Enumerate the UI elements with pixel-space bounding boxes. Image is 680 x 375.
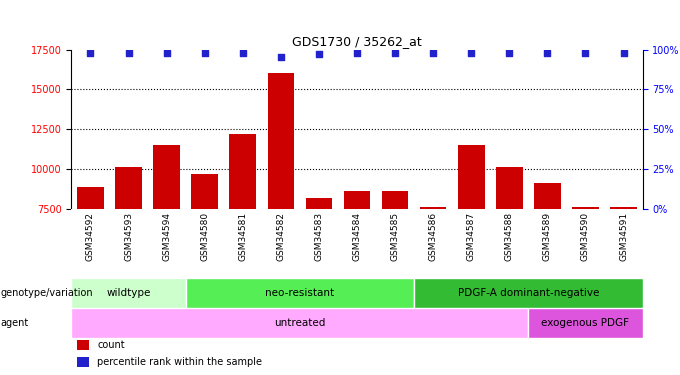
Bar (610, 207, 637, 328)
Bar (343, 191, 371, 328)
Text: GSM34581: GSM34581 (238, 212, 248, 261)
Bar (71, 278, 186, 308)
Bar (77, 357, 88, 367)
Point (275, 54, 286, 60)
Text: wildtype: wildtype (106, 288, 151, 298)
Bar (420, 207, 447, 328)
Point (428, 50, 439, 56)
Text: GSM34586: GSM34586 (428, 212, 438, 261)
Text: GSM34594: GSM34594 (162, 212, 171, 261)
Bar (414, 278, 643, 308)
Text: agent: agent (1, 318, 29, 328)
Text: GSM34587: GSM34587 (466, 212, 476, 261)
Title: GDS1730 / 35262_at: GDS1730 / 35262_at (292, 35, 422, 48)
Bar (458, 145, 485, 328)
Text: untreated: untreated (274, 318, 326, 328)
Point (161, 50, 172, 56)
Point (466, 50, 477, 56)
Text: GSM34593: GSM34593 (124, 212, 133, 261)
Text: percentile rank within the sample: percentile rank within the sample (97, 357, 262, 367)
Text: GSM34589: GSM34589 (543, 212, 552, 261)
Point (504, 50, 515, 56)
Bar (186, 278, 414, 308)
Text: GSM34582: GSM34582 (276, 212, 286, 261)
Text: GSM34583: GSM34583 (314, 212, 324, 261)
Point (580, 50, 591, 56)
Text: GSM34584: GSM34584 (352, 212, 362, 261)
Bar (534, 183, 561, 328)
Text: exogenous PDGF: exogenous PDGF (541, 318, 630, 328)
Point (237, 50, 248, 56)
Text: neo-resistant: neo-resistant (265, 288, 335, 298)
Point (313, 51, 324, 57)
Text: GSM34580: GSM34580 (200, 212, 209, 261)
Bar (305, 198, 333, 328)
Bar (528, 308, 643, 338)
Text: GSM34590: GSM34590 (581, 212, 590, 261)
Text: GSM34592: GSM34592 (86, 212, 95, 261)
Text: GSM34585: GSM34585 (390, 212, 400, 261)
Bar (77, 340, 88, 350)
Point (199, 50, 210, 56)
Bar (115, 167, 142, 328)
Point (390, 50, 401, 56)
Bar (229, 134, 256, 328)
Text: GSM34588: GSM34588 (505, 212, 514, 261)
Bar (267, 74, 294, 328)
Bar (71, 308, 528, 338)
Text: genotype/variation: genotype/variation (1, 288, 93, 298)
Bar (496, 167, 523, 328)
Point (542, 50, 553, 56)
Bar (381, 191, 409, 328)
Point (352, 50, 362, 56)
Bar (191, 174, 218, 328)
Text: count: count (97, 339, 124, 350)
Bar (572, 207, 599, 328)
Bar (77, 187, 104, 328)
Point (123, 50, 134, 56)
Bar (153, 145, 180, 328)
Text: GSM34591: GSM34591 (619, 212, 628, 261)
Text: PDGF-A dominant-negative: PDGF-A dominant-negative (458, 288, 599, 298)
Point (85, 50, 96, 56)
Point (618, 50, 629, 56)
